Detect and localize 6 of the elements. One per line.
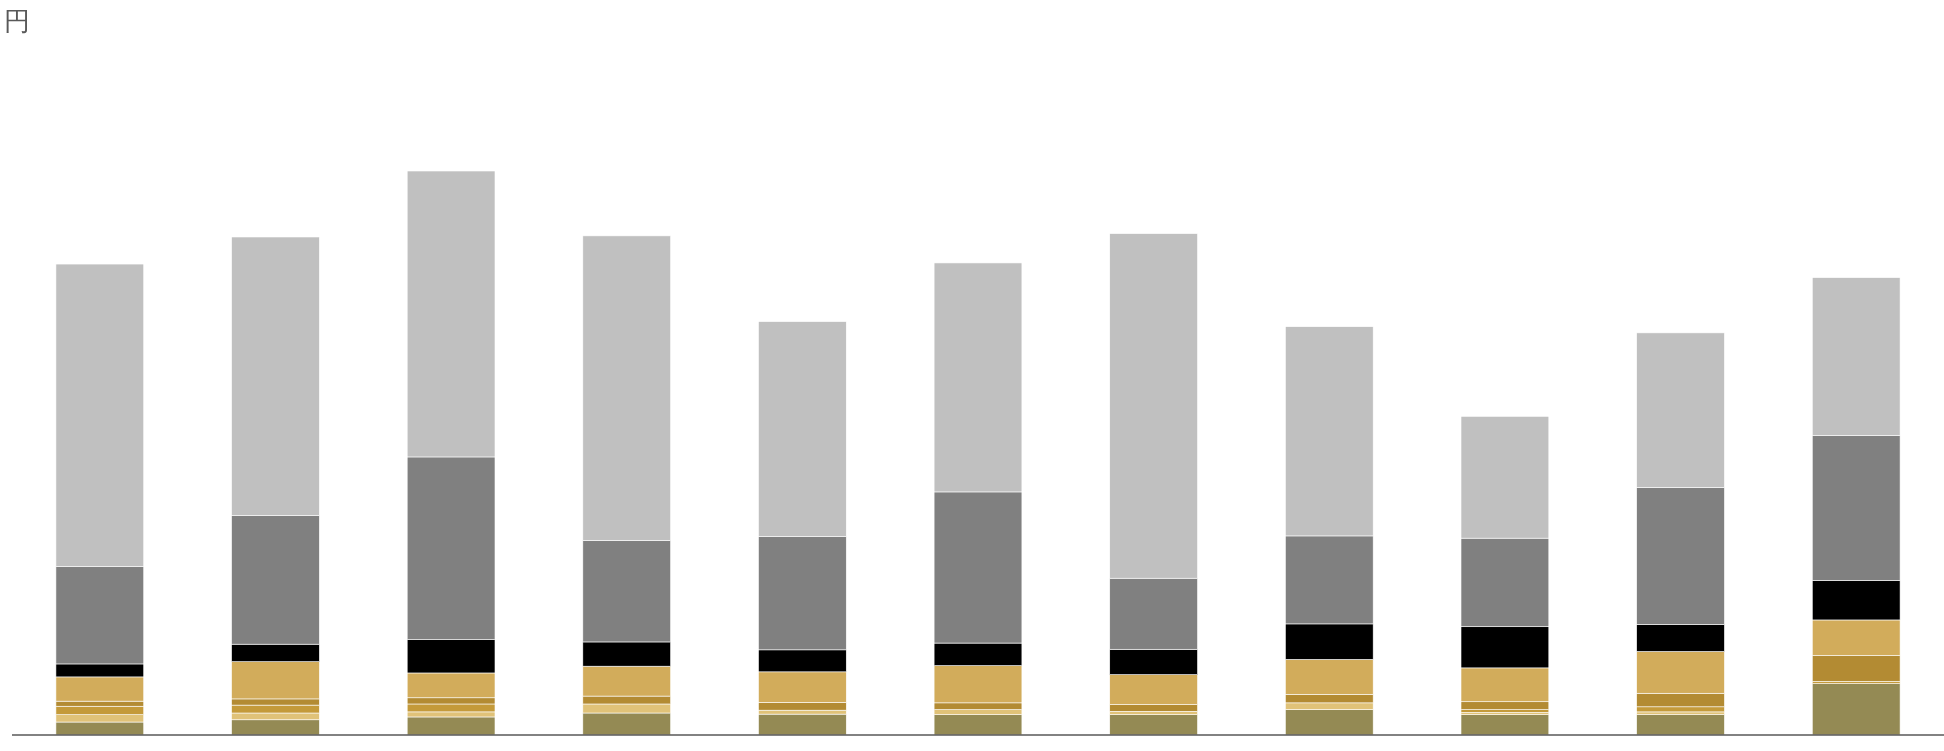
bar xyxy=(1460,714,1550,736)
bar xyxy=(1636,714,1725,736)
bar xyxy=(933,714,1023,736)
chart-title: 円 xyxy=(4,6,30,36)
bar xyxy=(1811,683,1901,736)
bar xyxy=(1109,714,1198,736)
